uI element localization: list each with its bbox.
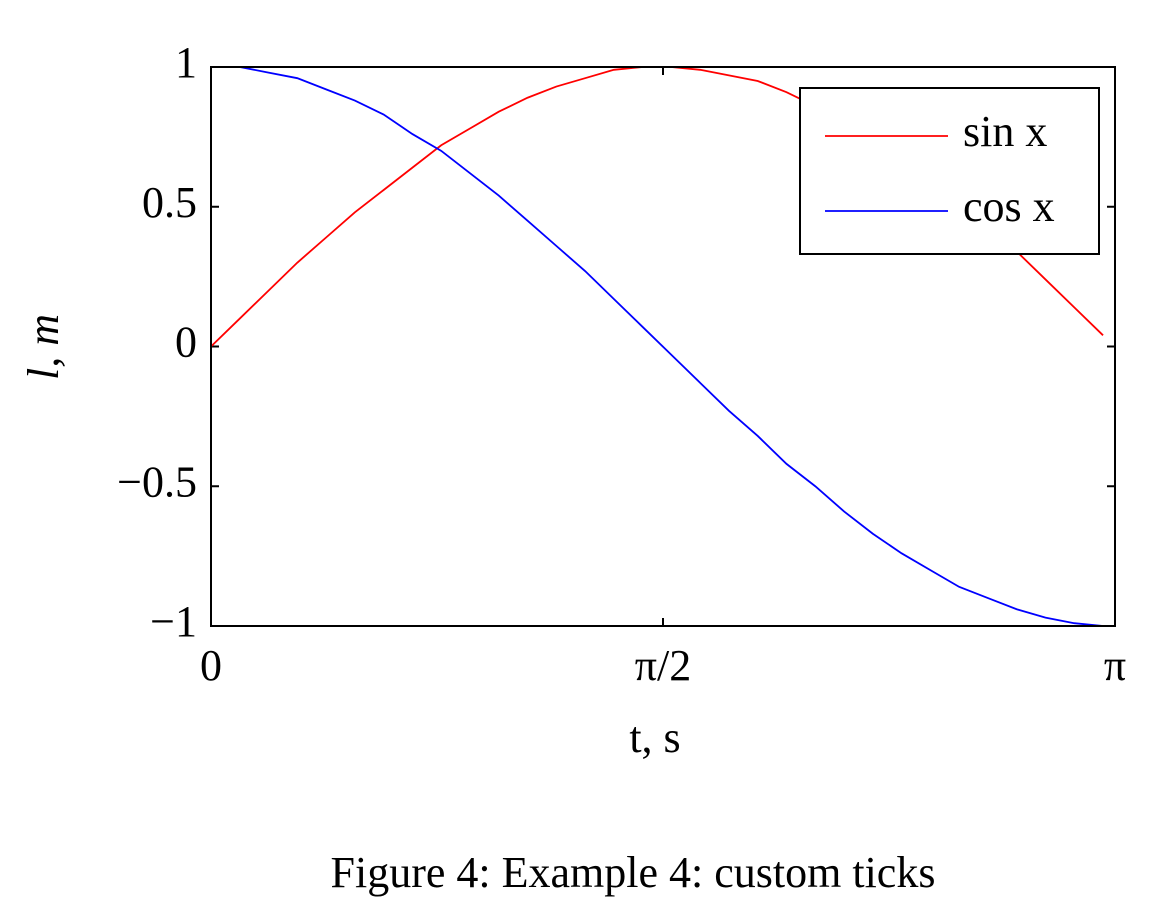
plot-frame <box>210 66 1116 627</box>
y-tick-label: −1 <box>150 597 197 646</box>
line-series <box>211 66 1104 627</box>
legend-box <box>799 87 1100 255</box>
y-axis-label: l, m <box>19 314 68 380</box>
x-tick-label: π <box>1104 641 1126 690</box>
x-tick-label: π/2 <box>635 641 691 690</box>
y-tick-label: 1 <box>175 38 197 87</box>
caption: Figure 4: Example 4: custom ticks <box>331 848 936 897</box>
y-tick-label: 0 <box>175 318 197 367</box>
x-axis-label: t, s <box>629 713 680 762</box>
x-tick-label: 0 <box>200 641 222 690</box>
legend-label: sin x <box>963 107 1047 156</box>
y-tick-label: −0.5 <box>117 457 197 506</box>
legend-label: cos x <box>963 182 1055 231</box>
y-tick-label: 0.5 <box>142 178 197 227</box>
